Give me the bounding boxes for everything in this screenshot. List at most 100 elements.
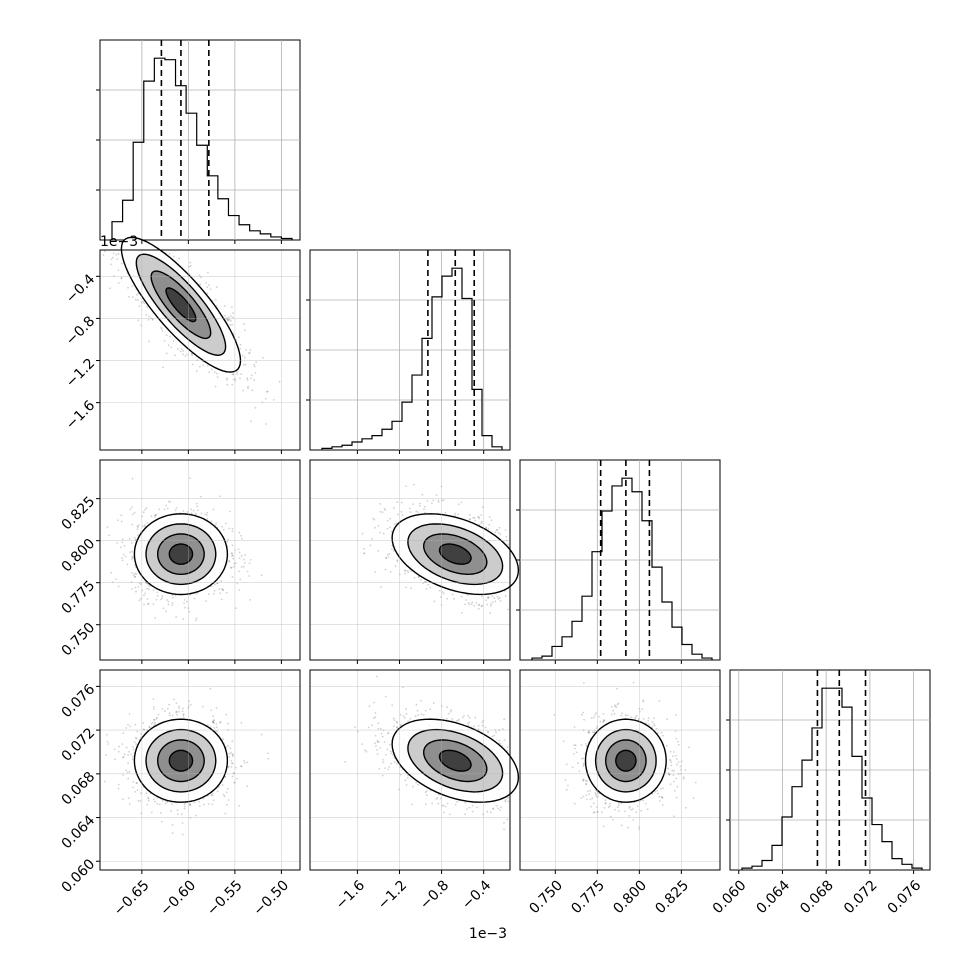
scatter-point xyxy=(165,504,168,507)
scatter-point xyxy=(144,524,147,526)
scatter-point xyxy=(138,524,140,526)
scatter-point xyxy=(487,528,490,530)
scatter-point xyxy=(129,508,132,511)
scatter-point xyxy=(239,347,242,350)
scatter-point xyxy=(155,513,158,516)
scatter-point xyxy=(161,328,163,330)
scatter-point xyxy=(230,552,233,555)
scatter-point xyxy=(161,330,164,332)
scatter-point xyxy=(219,720,222,723)
scatter-point xyxy=(134,298,137,301)
scatter-point xyxy=(121,541,124,544)
scatter-point xyxy=(133,741,136,743)
scatter-point xyxy=(438,589,441,592)
scatter-point xyxy=(179,350,182,353)
scatter-point xyxy=(181,833,184,836)
scatter-point xyxy=(130,506,133,509)
scatter-point xyxy=(142,511,145,514)
scatter-point xyxy=(453,514,456,517)
scatter-point xyxy=(118,745,121,748)
scatter-point xyxy=(415,510,418,512)
scatter-point xyxy=(148,315,150,318)
scatter-point xyxy=(228,756,231,758)
hist-step-line xyxy=(741,687,923,870)
scatter-point xyxy=(490,604,492,607)
scatter-point xyxy=(131,285,133,288)
scatter-point xyxy=(182,707,184,710)
scatter-point xyxy=(494,600,497,603)
scatter-point xyxy=(472,516,475,519)
scatter-point xyxy=(110,258,113,260)
scatter-point xyxy=(232,557,235,560)
scatter-point xyxy=(207,593,210,596)
scatter-point xyxy=(178,705,181,708)
scatter-point xyxy=(147,319,150,321)
scatter-point xyxy=(200,512,203,515)
hist-panel-2 xyxy=(516,459,721,661)
hist-step-line xyxy=(111,57,293,240)
scatter-point xyxy=(141,525,144,528)
scatter-point xyxy=(423,508,425,511)
scatter-point xyxy=(132,574,135,576)
scatter-point xyxy=(231,530,234,533)
scatter-point xyxy=(125,746,128,749)
scatter-point xyxy=(134,537,136,539)
scatter-point xyxy=(412,503,415,505)
scatter-point xyxy=(220,598,223,601)
scatter-point xyxy=(198,274,201,276)
scatter-point xyxy=(232,554,234,557)
scatter-point xyxy=(374,571,377,573)
scatter-point xyxy=(171,714,174,717)
scatter-point xyxy=(129,725,132,728)
scatter-point xyxy=(128,537,131,540)
scatter-point xyxy=(169,501,172,503)
scatter-point xyxy=(131,477,134,480)
scatter-point xyxy=(121,559,124,562)
scatter-point xyxy=(251,389,254,392)
scatter-point xyxy=(480,605,483,608)
scatter-point xyxy=(145,507,148,509)
density-contour xyxy=(168,543,194,565)
scatter-point xyxy=(383,508,386,510)
scatter-point xyxy=(227,319,230,321)
scatter-point xyxy=(182,350,185,352)
scatter-point xyxy=(189,477,191,480)
scatter-point xyxy=(451,593,454,596)
scatter-point xyxy=(155,717,158,720)
scatter-point xyxy=(191,354,193,356)
panel-layer xyxy=(96,39,931,874)
scatter-point xyxy=(477,604,480,606)
scatter-point xyxy=(504,595,507,598)
scatter-point xyxy=(125,727,128,729)
scatter-point xyxy=(127,762,129,765)
scatter-point xyxy=(199,365,201,368)
hist-step-line xyxy=(531,477,713,660)
scatter-point xyxy=(117,585,120,588)
scatter-point xyxy=(130,753,132,756)
scatter-point xyxy=(167,600,170,603)
scatter-point xyxy=(131,296,134,298)
scatter-point xyxy=(205,282,208,284)
scatter-point xyxy=(457,503,460,506)
scatter-point xyxy=(126,771,129,774)
scatter-point xyxy=(243,323,246,325)
scatter-point xyxy=(186,600,188,603)
scatter-point xyxy=(421,493,424,496)
scatter-point xyxy=(468,513,471,516)
scatter-point xyxy=(254,372,257,374)
scatter-point xyxy=(210,520,213,523)
scatter-point xyxy=(465,599,468,601)
scatter-point xyxy=(127,286,129,289)
scatter-point xyxy=(205,600,208,602)
scatter-point xyxy=(181,348,183,350)
scatter-point xyxy=(123,753,126,756)
scatter-point xyxy=(379,503,382,505)
scatter-point xyxy=(134,790,137,793)
scatter-point xyxy=(153,516,156,518)
scatter-point xyxy=(386,528,389,530)
scatter-point xyxy=(246,761,249,764)
scatter-point xyxy=(246,377,249,379)
scatter-point xyxy=(221,525,224,528)
scatter-panel-0-3 xyxy=(99,669,301,871)
scatter-point xyxy=(120,520,123,523)
